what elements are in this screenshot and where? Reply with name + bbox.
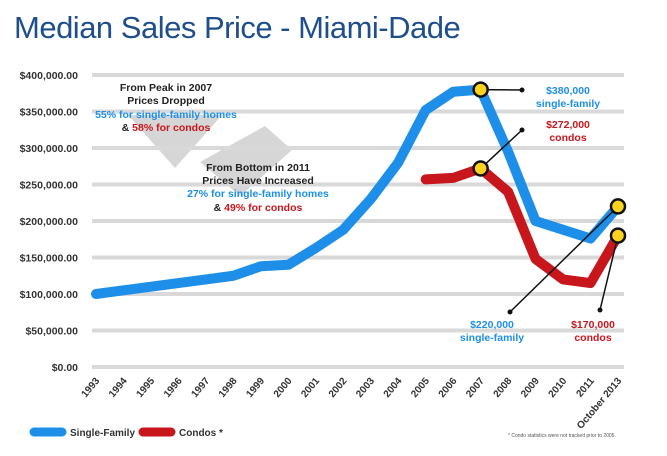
x-tick-label: 2005 <box>409 376 432 400</box>
series-line-single-family <box>91 84 623 299</box>
callout-sf-now-caption: single-family <box>460 332 524 344</box>
marker-sf-now <box>609 198 627 215</box>
y-tick-label: $300,000.00 <box>20 143 79 155</box>
x-tick-label: 2003 <box>354 376 377 400</box>
annotation-bottom-line4: & 49% for condos <box>214 202 303 214</box>
callout-condo-now-caption: condos <box>574 332 611 344</box>
marker-condo-now-leader-end <box>597 307 603 313</box>
y-tick-label: $150,000.00 <box>20 253 79 265</box>
callout-condo-peak-caption: condos <box>549 132 586 144</box>
bottom-arrow-shape <box>200 126 292 196</box>
annotation-peak-line3: 55% for single-family homes <box>95 109 237 121</box>
annotation-peak-line1: From Peak in 2007 <box>120 82 212 94</box>
callout-condo-peak-label: $272,000 condos <box>546 119 590 144</box>
x-tick-label: 2009 <box>519 376 542 400</box>
x-tick-label: 2004 <box>382 376 405 400</box>
x-tick-label: 2002 <box>327 376 350 400</box>
x-tick-label: 1998 <box>217 376 240 400</box>
series-line-condos <box>420 163 623 289</box>
marker-sf-now-leader-end <box>507 309 513 315</box>
y-tick-label: $350,000.00 <box>20 107 79 119</box>
annotation-peak-line4: & 58% for condos <box>122 122 211 134</box>
y-axis: $0.00 $50,000.00 $100,000.00 $150,000.00 $20… <box>20 70 79 374</box>
x-tick-label: 1996 <box>162 376 185 400</box>
callouts <box>472 81 627 315</box>
chart-title: Median Sales Price - Miami-Dade <box>14 10 461 45</box>
marker-condo-peak <box>472 160 489 177</box>
legend: Single-Family Condos * <box>29 427 223 439</box>
callout-sf-peak-value: $380,000 <box>546 85 590 97</box>
y-tick-label: $0.00 <box>52 362 78 374</box>
marker-sf-now-leader <box>509 205 619 313</box>
x-tick-label: 2007 <box>464 376 487 400</box>
marker-condo-now <box>609 227 627 244</box>
marker-sf-peak <box>472 81 489 98</box>
x-tick-label: 1999 <box>244 376 267 400</box>
callout-sf-now-label: $220,000 single-family <box>460 319 524 344</box>
annotation-bottom: From Bottom in 2011 Prices Have Increase… <box>187 162 329 214</box>
x-tick-label: 2001 <box>299 376 322 400</box>
callout-sf-now-value: $220,000 <box>470 319 514 331</box>
y-tick-label: $400,000.00 <box>20 70 79 82</box>
y-tick-label: $250,000.00 <box>20 180 79 192</box>
callout-condo-now-label: $170,000 condos <box>571 319 615 344</box>
marker-sf-peak-leader-end <box>519 87 525 93</box>
marker-condo-peak-leader <box>480 129 523 169</box>
callout-sf-peak-caption: single-family <box>536 98 600 110</box>
x-tick-label: 1994 <box>107 376 130 400</box>
callout-condo-peak-value: $272,000 <box>546 119 590 131</box>
annotation-bottom-line2: Prices Have Increased <box>202 175 314 187</box>
annotation-bottom-line1: From Bottom in 2011 <box>206 162 310 174</box>
annotation-bottom-line3: 27% for single-family homes <box>187 188 329 200</box>
marker-condo-now-leader <box>599 235 619 311</box>
callout-condo-now-value: $170,000 <box>571 319 615 331</box>
annotation-peak-line2: Prices Dropped <box>127 95 205 107</box>
marker-condo-peak-leader-end <box>519 127 525 133</box>
x-tick-label: 1997 <box>189 376 212 400</box>
y-tick-label: $50,000.00 <box>25 326 78 338</box>
callout-sf-peak-label: $380,000 single-family <box>536 85 600 110</box>
x-tick-label: 2011 <box>574 376 597 400</box>
x-tick-label: 1995 <box>135 376 158 400</box>
y-tick-label: $200,000.00 <box>20 216 79 228</box>
footnote: * Condo statistics were not tracked prio… <box>508 433 616 439</box>
x-tick-label: 2006 <box>437 376 460 400</box>
peak-arrow-shape <box>128 115 222 168</box>
x-tick-label: 2010 <box>547 376 570 400</box>
y-tick-label: $100,000.00 <box>20 289 79 301</box>
x-tick-label: 2000 <box>272 376 295 400</box>
x-tick-label: 2008 <box>492 376 515 400</box>
annotation-peak: From Peak in 2007 Prices Dropped 55% for… <box>95 82 237 134</box>
series-group <box>91 84 623 299</box>
legend-label-single-family: Single-Family <box>70 428 135 439</box>
legend-label-condos: Condos * <box>179 428 223 439</box>
x-tick-label: 1993 <box>80 376 103 400</box>
x-axis: 1993 1994 1995 1996 1997 1998 1999 2000 2001 2002… <box>80 376 625 432</box>
